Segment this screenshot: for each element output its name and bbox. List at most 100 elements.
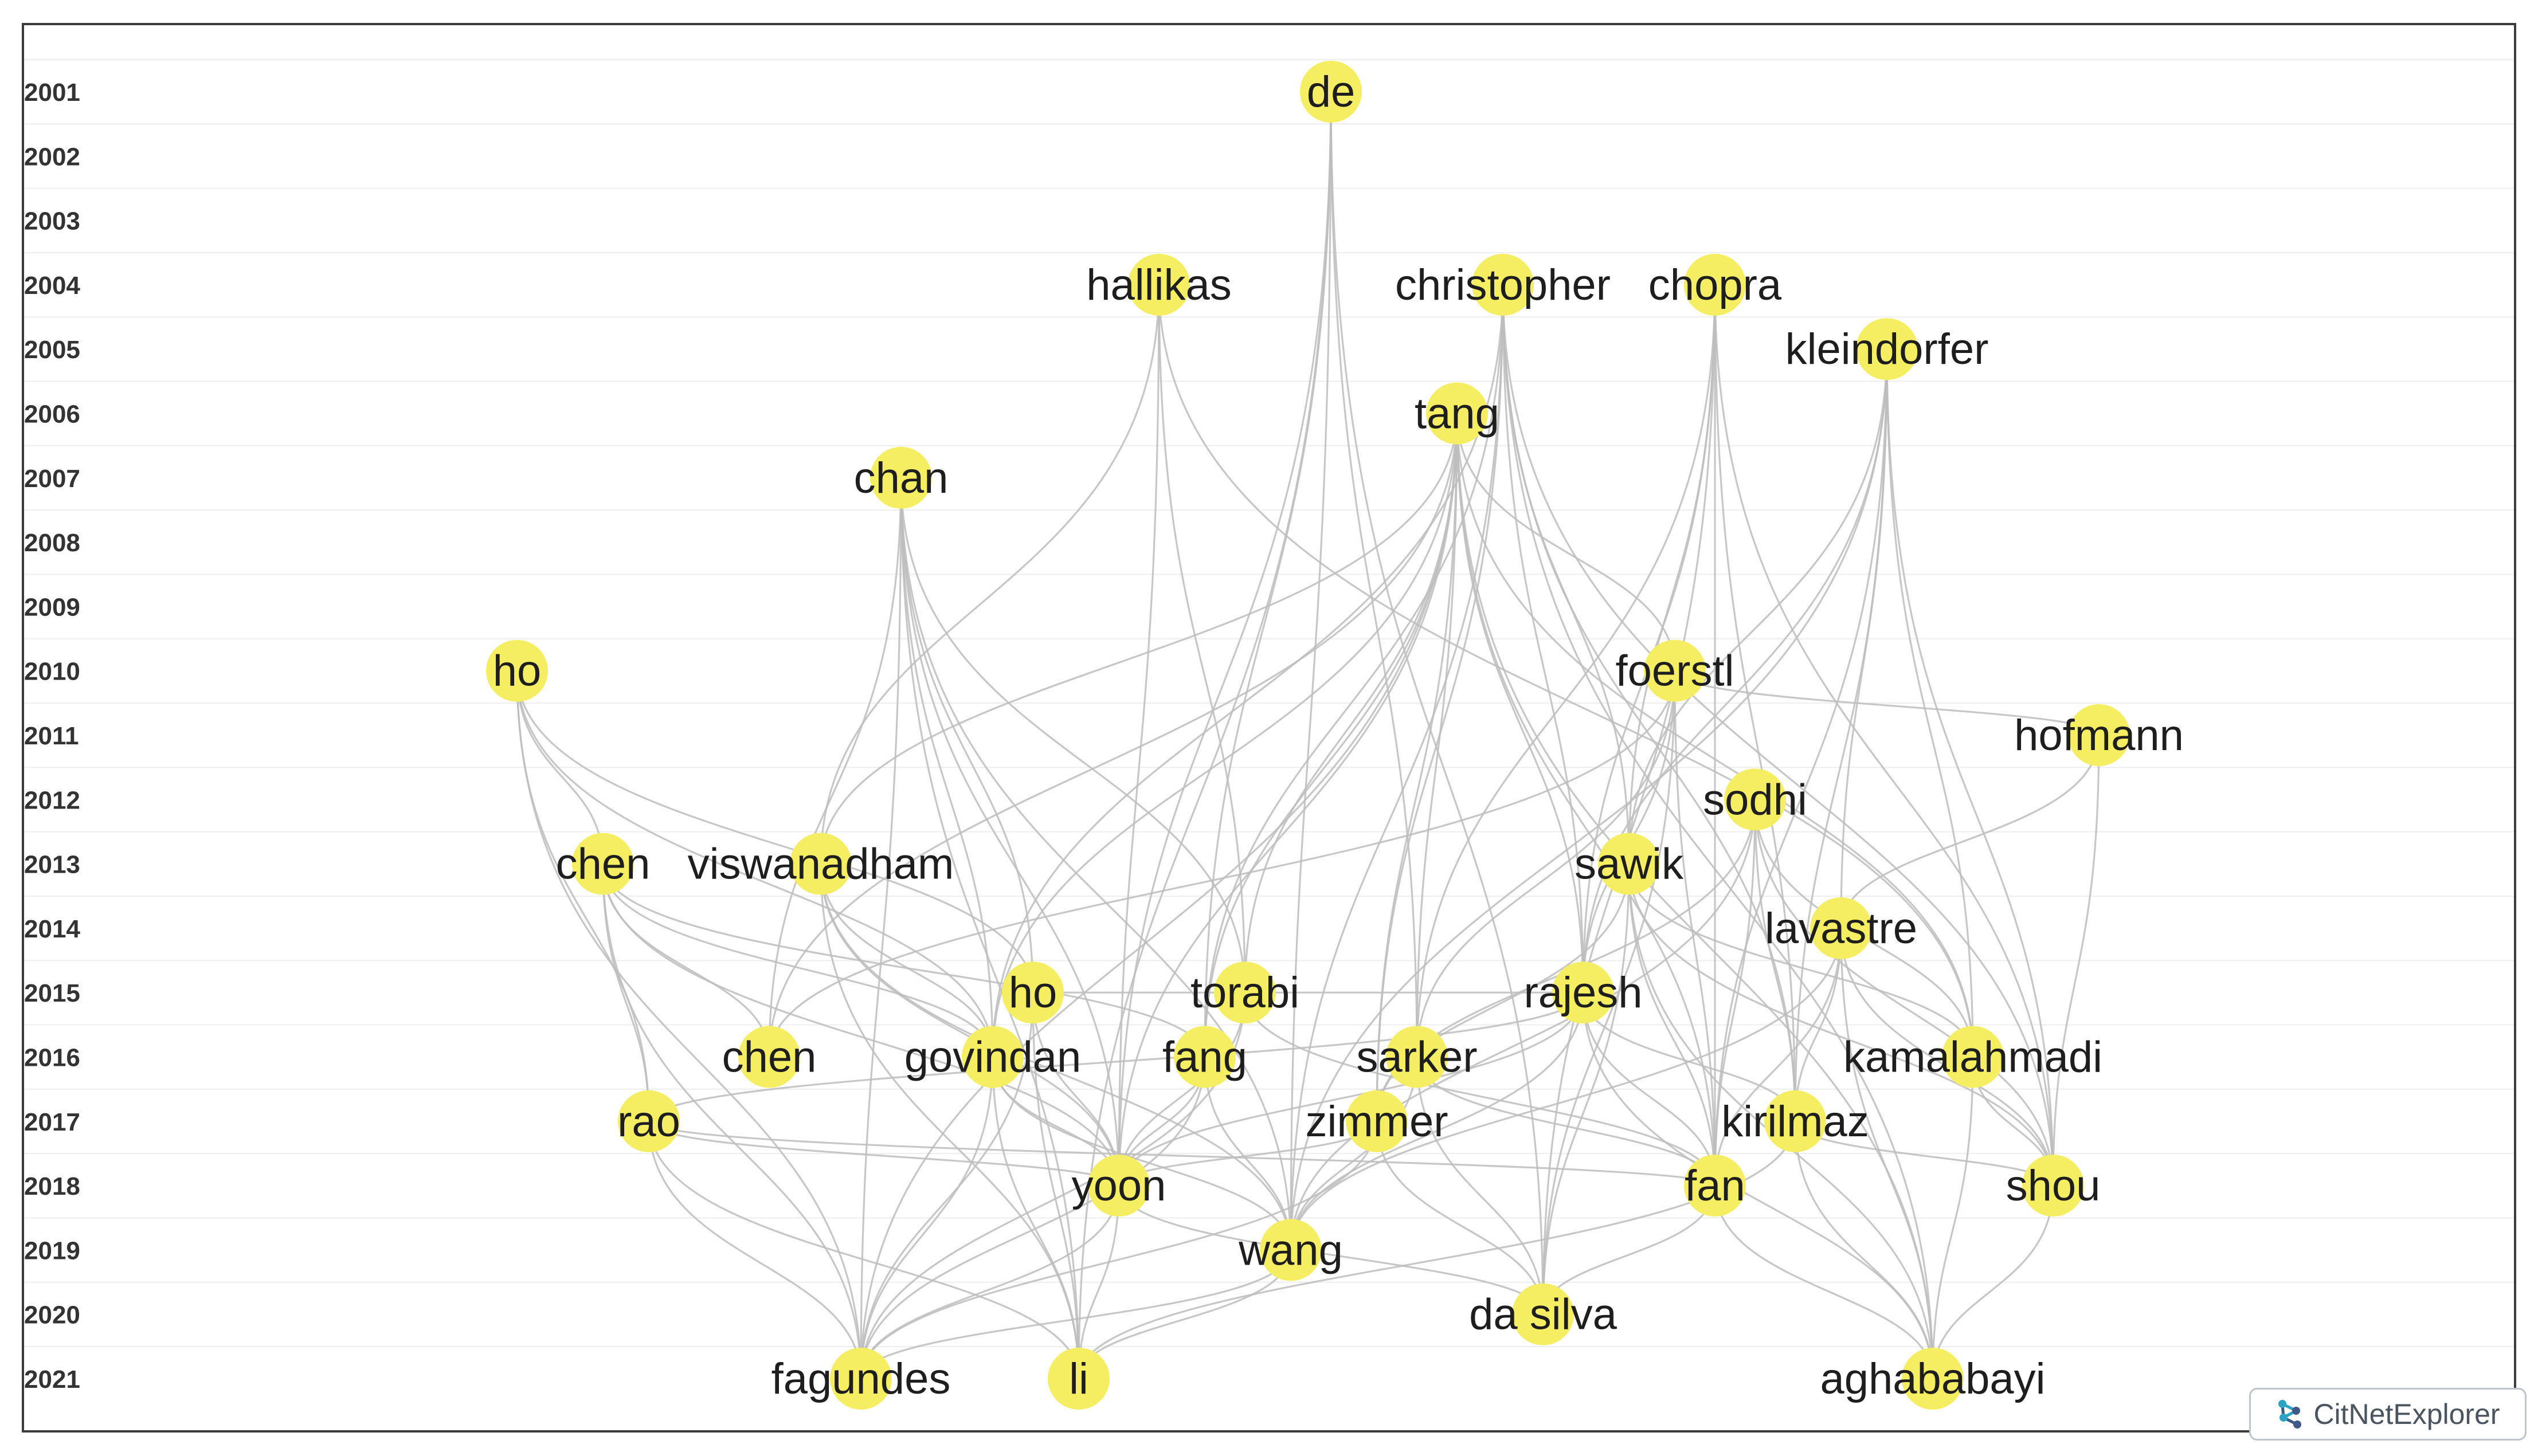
citation-edge xyxy=(820,864,994,1057)
node-label: chan xyxy=(854,454,949,503)
publication-node[interactable] xyxy=(1552,961,1614,1024)
publication-node[interactable] xyxy=(1386,1026,1448,1088)
publication-node[interactable] xyxy=(1472,253,1534,316)
citation-edge xyxy=(1886,349,2054,1186)
citation-edge xyxy=(1502,284,1584,993)
citation-edge xyxy=(820,284,1160,864)
node-label: zimmer xyxy=(1305,1097,1448,1146)
publication-node[interactable] xyxy=(1942,1026,2004,1088)
citation-edge xyxy=(1290,992,1584,1250)
citation-edge xyxy=(1714,349,1888,1186)
citation-network-graph: 2001 2002 2003 2004 2005 2006 2007 2008 2009 2010… xyxy=(24,59,2514,1410)
year-label: 2011 xyxy=(24,722,79,750)
citation-edge xyxy=(1416,413,1458,1057)
node-label: chopra xyxy=(1648,261,1782,309)
citnetexplorer-badge[interactable]: CitNetExplorer xyxy=(2249,1388,2527,1441)
publication-node[interactable] xyxy=(1810,897,1872,959)
publication-node[interactable] xyxy=(486,639,548,702)
citation-edge xyxy=(820,413,1458,864)
node-label: viswanadham xyxy=(688,840,954,889)
publication-node[interactable] xyxy=(1724,768,1786,831)
citation-edge xyxy=(1714,284,1796,1121)
citation-edge xyxy=(648,1121,1716,1187)
citation-edge xyxy=(516,670,1034,993)
citation-edge xyxy=(648,992,1584,1122)
year-axis: 2001 2002 2003 2004 2005 2006 2007 2008 2009 2010… xyxy=(24,79,80,1394)
node-label: kamalahmadi xyxy=(1843,1033,2102,1082)
publication-node[interactable] xyxy=(1426,382,1488,445)
publication-node[interactable] xyxy=(738,1026,800,1088)
citation-edge xyxy=(602,864,1120,1186)
network-logo-icon xyxy=(2278,1400,2302,1428)
publication-node[interactable] xyxy=(1128,253,1190,316)
publication-node[interactable] xyxy=(1214,961,1276,1024)
node-label: christopher xyxy=(1395,261,1611,309)
citation-edge xyxy=(1118,284,1160,1186)
citation-edge xyxy=(1290,799,1756,1250)
citation-edges xyxy=(516,91,2100,1379)
publication-node[interactable] xyxy=(1300,61,1362,123)
node-label: hallikas xyxy=(1086,261,1231,309)
citation-edge xyxy=(1840,928,1934,1379)
citation-edge xyxy=(1456,413,1974,1057)
citation-edge xyxy=(1456,413,1716,1186)
publication-node[interactable] xyxy=(1260,1219,1322,1281)
node-label: yoon xyxy=(1072,1161,1166,1210)
citation-edge xyxy=(1794,349,1888,1121)
year-label: 2014 xyxy=(24,915,80,943)
citation-edge xyxy=(992,1057,1080,1379)
node-label: ho xyxy=(493,647,542,696)
citation-edge xyxy=(900,477,1246,993)
publication-node[interactable] xyxy=(962,1026,1024,1088)
citation-edge xyxy=(1628,864,1716,1186)
publication-node[interactable] xyxy=(1512,1283,1574,1345)
publication-node[interactable] xyxy=(1684,253,1746,316)
citation-edge xyxy=(768,413,1458,1057)
citation-edge xyxy=(860,1057,994,1379)
publication-node[interactable] xyxy=(1346,1090,1408,1152)
node-label: fagundes xyxy=(771,1355,951,1403)
publication-node[interactable] xyxy=(1684,1155,1746,1217)
brand-label: CitNetExplorer xyxy=(2313,1398,2500,1430)
citation-edge xyxy=(1118,1186,1544,1314)
publication-node[interactable] xyxy=(1856,318,1918,380)
publication-node[interactable] xyxy=(618,1090,680,1152)
publication-node[interactable] xyxy=(1902,1348,1964,1410)
year-label: 2005 xyxy=(24,336,80,364)
citation-edge xyxy=(602,864,1206,1057)
citation-edge xyxy=(1840,735,2100,928)
citation-edge xyxy=(1932,1057,1974,1379)
node-label: hofmann xyxy=(2014,711,2184,760)
citation-edge xyxy=(992,284,1504,1057)
publication-node[interactable] xyxy=(790,833,852,895)
citation-edge xyxy=(516,670,862,1379)
citation-edge xyxy=(1628,864,2054,1186)
publication-node[interactable] xyxy=(870,446,932,509)
citation-edge xyxy=(1118,413,1458,1186)
citation-edge xyxy=(648,1121,862,1379)
publication-node[interactable] xyxy=(1048,1348,1110,1410)
publication-node[interactable] xyxy=(572,833,634,895)
publication-node[interactable] xyxy=(1644,639,1706,702)
node-label: kleindorfer xyxy=(1785,325,1989,374)
publication-node[interactable] xyxy=(1088,1155,1150,1217)
citation-edge xyxy=(1886,349,1974,1057)
publication-node[interactable] xyxy=(2022,1155,2084,1217)
citation-edge xyxy=(1714,1186,1934,1379)
publication-node[interactable] xyxy=(2068,704,2130,766)
citation-edge xyxy=(516,670,604,864)
publication-node[interactable] xyxy=(1002,961,1064,1024)
node-label: torabi xyxy=(1190,968,1299,1017)
publication-node[interactable] xyxy=(1174,1026,1236,1088)
citation-edge xyxy=(1628,864,1974,1057)
citation-edge xyxy=(768,670,1676,1057)
publication-node[interactable] xyxy=(1764,1090,1826,1152)
citation-edge xyxy=(1582,349,1888,993)
node-label: chen xyxy=(722,1033,817,1082)
year-label: 2007 xyxy=(24,465,80,493)
citation-edge xyxy=(768,477,902,1057)
publication-node[interactable] xyxy=(1598,833,1660,895)
year-label: 2003 xyxy=(24,207,80,236)
publication-node[interactable] xyxy=(830,1348,892,1410)
citation-edge xyxy=(1376,413,1458,1121)
